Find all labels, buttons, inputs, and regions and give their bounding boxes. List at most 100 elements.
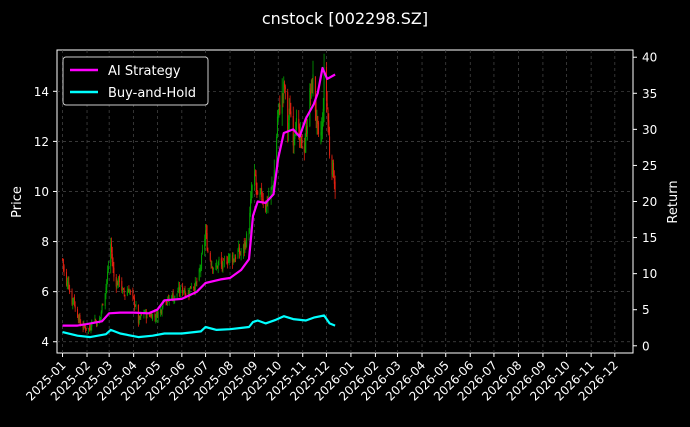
candle-body-up [232,257,234,263]
candle-body-down [298,118,300,129]
left-tick-label: 4 [41,335,49,349]
candle-body-down [282,94,284,96]
candle-body-up [116,282,118,288]
right-tick-label: 20 [642,195,657,209]
candle-body-down [326,103,328,107]
candle-body-up [248,233,250,235]
candle-body-up [129,290,131,294]
candle-body-up [138,316,140,324]
candle-body-up [100,312,102,317]
candle-body-up [127,291,129,293]
candle-body-down [317,116,319,125]
candle-body-up [293,137,295,143]
candle-body-down [256,182,258,190]
candle-body-up [295,118,297,134]
legend-label-buy-and-hold: Buy-and-Hold [108,86,196,101]
candle-body-down [239,248,241,254]
candle-body-up [322,108,324,123]
candle-body-up [249,212,251,233]
candle-body-down [205,229,207,235]
candle-body-up [305,127,307,141]
candle-body-down [95,320,97,321]
candle-body-up [204,239,206,250]
candle-body-up [73,297,75,300]
candle-body-up [198,269,200,281]
candle-body-up [238,246,240,252]
candle-body-up [96,322,98,327]
candle-body-up [234,258,236,263]
candle-body-up [273,169,275,181]
series-line-ai-strategy [62,66,336,327]
candle-body-down [74,305,76,309]
candle-body-up [251,185,253,191]
candle-body-up [105,287,107,294]
candle-body-up [78,315,80,321]
candle-body-up [306,125,308,134]
candle-body-down [137,304,139,324]
candle-body-down [284,86,286,90]
candle-body-down [212,267,214,270]
candle-body-up [277,110,279,114]
candle-body-up [99,317,101,324]
candle-body-down [206,232,208,251]
candle-body-up [110,244,112,267]
candle-body-up [183,291,185,292]
candle-body-down [132,289,134,296]
candle-body-down [333,175,335,184]
candle-body-down [193,286,195,288]
candle-body-up [246,233,248,247]
candle-body-down [145,310,147,319]
candle-body-down [133,297,135,306]
left-tick-label: 6 [41,285,49,299]
candle-body-up [242,244,244,254]
candle-body-up [228,254,230,260]
candle-body-up [218,259,220,261]
candle-body-down [325,67,327,101]
right-tick-label: 30 [642,123,657,137]
candle-body-down [118,275,120,283]
candle-body-down [63,266,65,271]
candle-body-down [300,136,302,138]
candle-body-up [195,282,197,284]
candle-body-up [144,310,146,313]
candle-body-down [262,199,264,203]
candle-body-up [260,188,262,192]
candle-body-up [190,286,192,289]
candle-body-down [139,316,141,318]
right-tick-label: 15 [642,231,657,245]
candle-body-up [309,88,311,126]
candle-body-down [261,199,263,201]
candle-body-up [107,271,109,280]
candle-body-down [223,259,225,261]
candle-body-up [160,309,162,313]
candle-body-down [279,104,281,114]
candle-body-down [210,261,212,266]
candle-body-down [148,315,150,316]
candle-body-down [329,136,331,156]
candle-body-up [150,313,152,317]
candle-body-down [124,294,126,296]
candle-body-up [310,80,312,93]
right-tick-label: 10 [642,267,657,281]
candle-body-up [67,282,69,284]
candle-body-down [172,293,174,301]
candle-body-down [261,188,263,198]
candle-body-down [333,162,335,178]
series-layer [62,66,336,339]
candle-body-down [334,181,336,192]
candle-body-down [84,324,86,327]
left-tick-label: 8 [41,235,49,249]
candle-body-down [113,267,115,277]
candle-body-down [128,290,130,293]
candle-body-up [126,291,128,296]
candle-body-down [314,76,316,112]
right-tick-label: 35 [642,87,657,101]
candle-body-down [102,303,104,306]
left-tick-label: 12 [34,135,49,149]
candle-body-up [259,192,261,197]
candle-body-up [229,254,231,257]
candle-body-up [155,318,157,320]
candle-body-up [323,67,325,111]
candle-body-down [255,174,257,185]
candle-body-up [224,260,226,262]
